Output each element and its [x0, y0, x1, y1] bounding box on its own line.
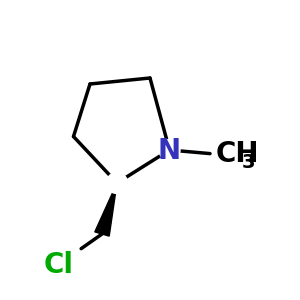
Text: CH: CH — [216, 140, 260, 168]
Text: N: N — [158, 136, 181, 165]
Circle shape — [106, 172, 128, 194]
Circle shape — [159, 140, 180, 160]
Polygon shape — [95, 183, 117, 236]
Text: 3: 3 — [242, 152, 255, 172]
Text: Cl: Cl — [44, 250, 74, 279]
